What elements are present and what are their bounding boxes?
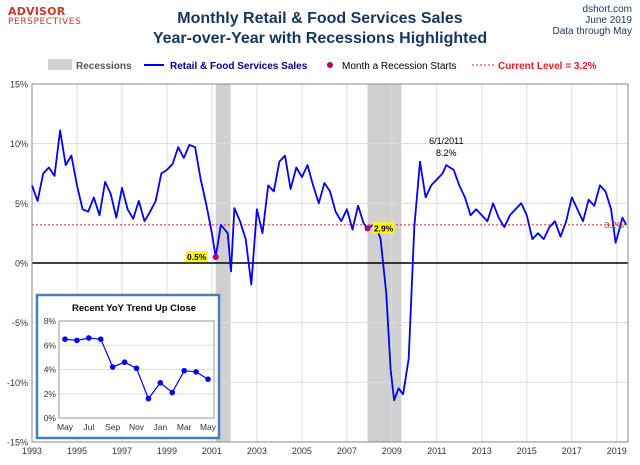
- inset-data-point: [169, 389, 176, 396]
- inset-x-tick-label: Sep: [105, 422, 120, 432]
- inset-y-tick-label: 4%: [44, 365, 57, 375]
- inset-x-tick-label: Jan: [153, 422, 167, 432]
- brand-logo-line2: PERSPECTIVES: [8, 17, 82, 27]
- inset-x-tick-label: Mar: [177, 422, 192, 432]
- inset-data-point: [193, 369, 199, 375]
- peak-annotation-value: 8.2%: [436, 148, 457, 158]
- x-tick-label: 2019: [607, 446, 627, 456]
- x-tick-label: 2001: [202, 446, 222, 456]
- x-tick-label: 1993: [22, 446, 42, 456]
- x-tick-label: 2009: [382, 446, 402, 456]
- x-tick-label: 1999: [157, 446, 177, 456]
- brand-logo: ADVISOR PERSPECTIVES: [8, 6, 81, 27]
- y-tick-label: -10%: [7, 378, 28, 388]
- inset-y-tick-label: 8%: [44, 316, 57, 326]
- chart-title: Monthly Retail & Food Services Sales: [177, 10, 463, 27]
- x-tick-label: 1995: [67, 446, 87, 456]
- x-tick-label: 2003: [247, 446, 267, 456]
- current-level-end-label: 3.2%: [605, 220, 625, 230]
- inset-y-tick-label: 6%: [44, 340, 57, 350]
- inset-data-point: [86, 335, 92, 341]
- y-tick-label: 10%: [10, 139, 28, 149]
- inset-y-tick-label: 2%: [44, 389, 57, 399]
- legend-recession-label: Recessions: [76, 61, 132, 72]
- plot-border: [31, 83, 629, 443]
- x-tick-label: 2017: [562, 446, 582, 456]
- recession-start-marker: [364, 225, 371, 232]
- y-tick-label: 5%: [15, 199, 28, 209]
- x-tick-label: 2007: [337, 446, 357, 456]
- x-tick-label: 2013: [472, 446, 492, 456]
- x-tick-label: 2011: [427, 446, 446, 456]
- legend-marker-label: Month a Recession Starts: [342, 61, 457, 72]
- inset-data-point: [181, 367, 187, 374]
- inset-data-point: [121, 359, 128, 366]
- inset-title: Recent YoY Trend Up Close: [72, 303, 196, 314]
- marker-label-bg: [185, 251, 208, 263]
- inset-data-point: [109, 364, 116, 370]
- marker-label-bg: [372, 222, 395, 234]
- recession-start-label: 2.9%: [374, 223, 394, 233]
- source-site: dshort.com: [582, 4, 632, 15]
- source-info: dshort.com June 2019 Data through May: [553, 4, 633, 37]
- inset-data-point: [97, 336, 104, 342]
- legend-recession-swatch: [48, 59, 72, 70]
- peak-annotation-date: 6/1/2011: [429, 136, 463, 146]
- inset-x-tick-label: May: [57, 422, 74, 432]
- y-tick-label: -5%: [12, 318, 28, 328]
- legend-marker-swatch: [327, 62, 333, 68]
- inset-y-tick-label: 0%: [44, 413, 57, 423]
- inset-x-tick-label: Jul: [83, 422, 94, 432]
- recession-start-marker: [212, 254, 219, 261]
- source-date: June 2019: [585, 15, 632, 26]
- inset-data-point: [157, 380, 164, 386]
- series-line-retail-sales: [31, 129, 627, 402]
- y-tick-label: -15%: [7, 438, 28, 448]
- legend-series-label: Retail & Food Services Sales: [170, 61, 308, 72]
- inset-data-point: [133, 365, 140, 372]
- inset-data-point: [62, 336, 68, 342]
- source-through: Data through May: [552, 26, 633, 37]
- y-tick-label: 15%: [10, 80, 28, 90]
- brand-logo-line1: ADVISOR: [8, 5, 66, 18]
- inset-data-point: [74, 337, 80, 344]
- inset-plot-border: [58, 320, 215, 419]
- x-tick-label: 1997: [112, 446, 132, 456]
- inset-x-tick-label: May: [200, 422, 217, 432]
- x-tick-label: 2005: [292, 446, 312, 456]
- inset-box: [35, 293, 221, 440]
- inset-data-point: [205, 376, 211, 383]
- legend-current-label: Current Level = 3.2%: [498, 61, 597, 72]
- y-tick-label: 0%: [15, 259, 28, 269]
- recession-start-label: 0.5%: [187, 252, 207, 262]
- x-tick-label: 2015: [517, 446, 537, 456]
- inset-data-point: [145, 395, 152, 402]
- inset-x-tick-label: Nov: [129, 422, 145, 432]
- chart-subtitle: Year-over-Year with Recessions Highlight…: [152, 30, 488, 47]
